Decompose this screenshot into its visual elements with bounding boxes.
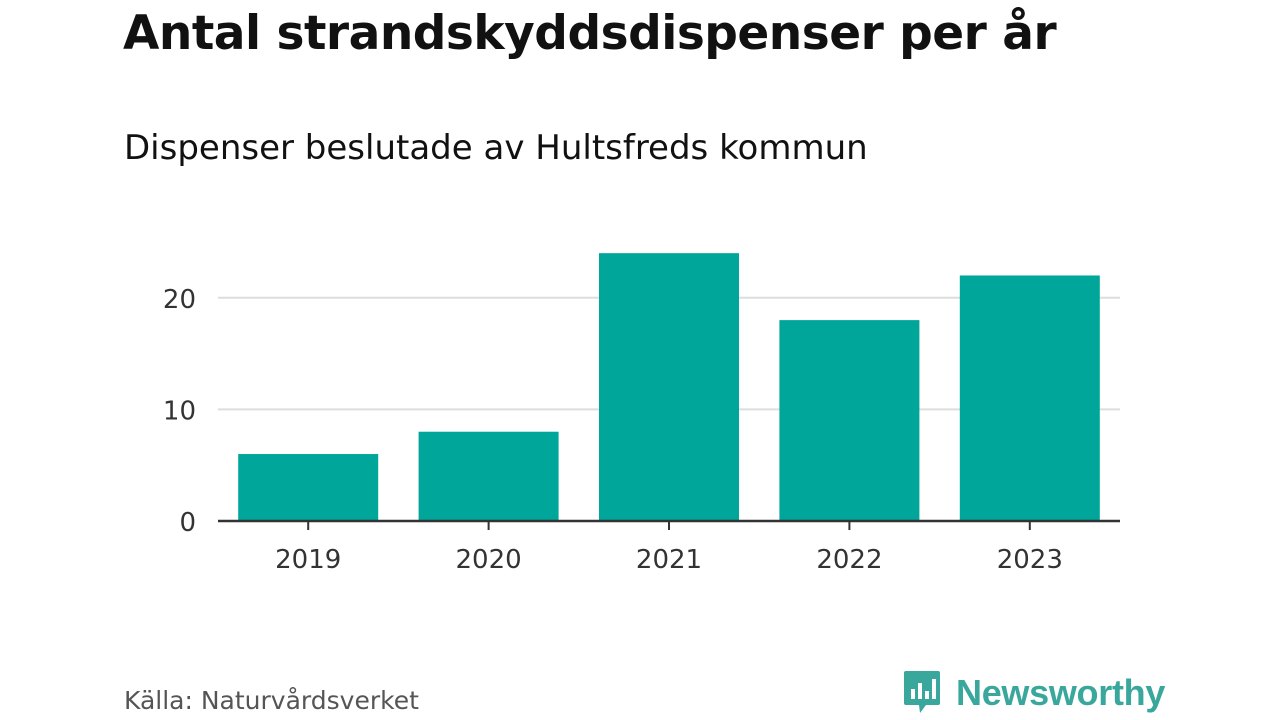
x-tick-label: 2023 bbox=[997, 545, 1063, 575]
x-tick-label: 2021 bbox=[636, 545, 702, 575]
source-note: Källa: Naturvårdsverket bbox=[124, 686, 419, 715]
x-tick-label: 2019 bbox=[275, 545, 341, 575]
bar bbox=[238, 454, 379, 521]
bar bbox=[418, 431, 559, 521]
y-tick-label: 10 bbox=[163, 396, 196, 426]
x-tick-label: 2020 bbox=[456, 545, 522, 575]
bar bbox=[599, 253, 739, 521]
x-tick-label: 2022 bbox=[816, 545, 882, 575]
bar bbox=[779, 320, 920, 521]
brand-name: Newsworthy bbox=[956, 672, 1166, 713]
bar bbox=[959, 275, 1100, 521]
brand-logo: Newsworthy bbox=[902, 670, 1165, 716]
y-tick-label: 0 bbox=[179, 508, 196, 538]
chart-subtitle: Dispenser beslutade av Hultsfreds kommun bbox=[124, 128, 868, 168]
newsworthy-logo-icon bbox=[904, 671, 940, 713]
chart-title: Antal strandskyddsdispenser per år bbox=[123, 6, 1057, 61]
y-tick-label: 20 bbox=[163, 285, 196, 315]
